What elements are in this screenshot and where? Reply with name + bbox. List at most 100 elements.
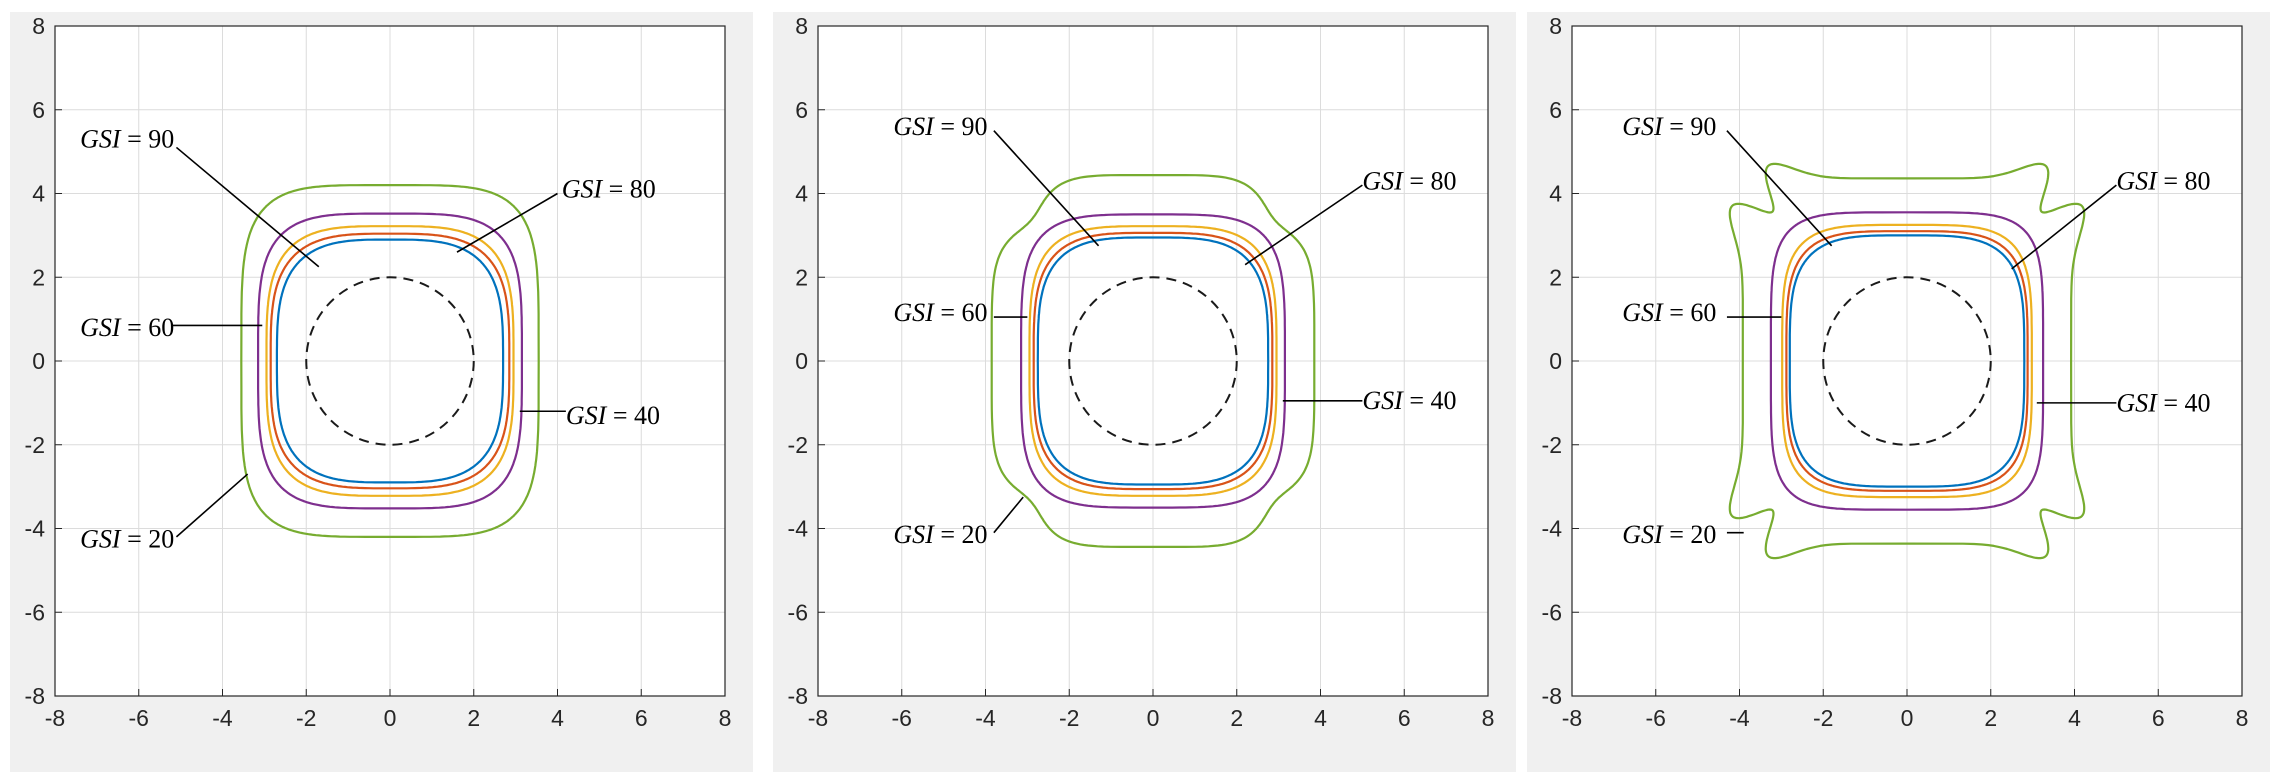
x-tick-label: -8 <box>1562 705 1582 731</box>
x-tick-label: 0 <box>1901 705 1914 731</box>
x-tick-label: 4 <box>2068 705 2081 731</box>
y-tick-label: 8 <box>795 13 808 39</box>
annotation-label-80: GSI = 80 <box>2116 166 2210 195</box>
annotation-leader-20 <box>175 473 249 538</box>
chart-panel-3: -8 -6 -4 -2 0 2 4 6 8 -8 -6 -4 -2 0 2 4 6 8 GSI = 90 GSI = … <box>1527 12 2270 772</box>
x-tick-label: 8 <box>2236 705 2249 731</box>
y-tick-label: -8 <box>25 683 45 709</box>
annotation-label-80: GSI = 80 <box>1362 166 1456 195</box>
y-tick-label: -6 <box>788 599 808 625</box>
annotation-label-40: GSI = 40 <box>1362 386 1456 415</box>
x-tick-label: -6 <box>129 705 149 731</box>
x-tick-label: 6 <box>1398 705 1411 731</box>
x-tick-label: 8 <box>719 705 732 731</box>
annotation-leader-80 <box>1244 184 1363 266</box>
y-tick-label: -2 <box>1542 432 1562 458</box>
x-tick-label: -4 <box>212 705 233 731</box>
annotation-leader-90 <box>993 130 1100 247</box>
annotation-label-80: GSI = 80 <box>562 175 656 204</box>
y-tick-label: -4 <box>1542 516 1563 542</box>
y-tick-label: 4 <box>1549 181 1562 207</box>
x-tick-label: 0 <box>384 705 397 731</box>
series-line-gsi-60 <box>1028 225 1278 497</box>
y-tick-label: -4 <box>25 516 46 542</box>
annotation-label-90: GSI = 90 <box>80 124 174 153</box>
x-tick-label: 6 <box>2152 705 2165 731</box>
annotation-leader-90 <box>175 146 320 268</box>
y-tick-label: 6 <box>1549 97 1562 123</box>
series-line-gsi-80 <box>1785 230 2029 492</box>
series-line-gsi-60 <box>265 225 515 497</box>
y-tick-label: -2 <box>25 432 45 458</box>
chart-panel-1: -8 -6 -4 -2 0 2 4 6 8 -8 -6 -4 -2 0 2 4 6 8 GSI = 90 GSI = … <box>10 12 753 772</box>
x-tick-label: -8 <box>808 705 828 731</box>
x-tick-label: -6 <box>1646 705 1666 731</box>
y-tick-label: 8 <box>1549 13 1562 39</box>
y-tick-label: 0 <box>1549 348 1562 374</box>
annotation-label-90: GSI = 90 <box>893 112 987 141</box>
y-tick-label: 0 <box>795 348 808 374</box>
x-tick-label: 4 <box>1314 705 1327 731</box>
annotation-label-60: GSI = 60 <box>80 313 174 342</box>
excavation-circle <box>305 276 475 446</box>
series-line-gsi-90 <box>275 238 505 484</box>
series-line-gsi-40 <box>257 212 523 510</box>
annotation-label-20: GSI = 20 <box>893 520 987 549</box>
excavation-circle <box>1822 276 1992 446</box>
series-line-gsi-20 <box>240 184 540 539</box>
series-line-gsi-60 <box>1781 223 2033 499</box>
annotation-label-60: GSI = 60 <box>1622 298 1716 327</box>
chart-panel-2: -8 -6 -4 -2 0 2 4 6 8 -8 -6 -4 -2 0 2 4 6 8 GSI = 90 GSI = … <box>773 12 1516 772</box>
chart-svg-2: -8 -6 -4 -2 0 2 4 6 8 -8 -6 -4 -2 0 2 4 6 8 GSI = 90 GSI = … <box>788 13 1495 731</box>
x-tick-label: 2 <box>1984 705 1997 731</box>
x-tick-label: 4 <box>551 705 564 731</box>
annotation-label-60: GSI = 60 <box>893 298 987 327</box>
x-tick-label: -6 <box>892 705 912 731</box>
x-tick-label: 6 <box>635 705 648 731</box>
chart-svg-3: -8 -6 -4 -2 0 2 4 6 8 -8 -6 -4 -2 0 2 4 6 8 GSI = 90 GSI = … <box>1542 13 2249 731</box>
annotation-label-20: GSI = 20 <box>1622 520 1716 549</box>
x-tick-label: -2 <box>296 705 316 731</box>
x-tick-label: -2 <box>1059 705 1079 731</box>
y-tick-label: 2 <box>795 264 808 290</box>
x-tick-label: -4 <box>1729 705 1750 731</box>
series-line-gsi-40 <box>1020 213 1286 509</box>
y-tick-label: 4 <box>795 181 808 207</box>
y-tick-label: 2 <box>1549 264 1562 290</box>
annotation-leader-20 <box>993 496 1024 534</box>
y-tick-label: 8 <box>32 13 45 39</box>
y-tick-label: -4 <box>788 516 809 542</box>
series-line-gsi-90 <box>1036 236 1270 486</box>
x-tick-label: 2 <box>1230 705 1243 731</box>
annotation-label-20: GSI = 20 <box>80 524 174 553</box>
annotation-leader-90 <box>1726 130 1833 247</box>
series-line-gsi-20 <box>1728 162 2086 560</box>
annotation-label-90: GSI = 90 <box>1622 112 1716 141</box>
y-tick-label: -2 <box>788 432 808 458</box>
x-tick-label: 2 <box>467 705 480 731</box>
y-tick-label: 2 <box>32 264 45 290</box>
annotation-label-40: GSI = 40 <box>2116 388 2210 417</box>
chart-svg-1: -8 -6 -4 -2 0 2 4 6 8 -8 -6 -4 -2 0 2 4 6 8 GSI = 90 GSI = … <box>25 13 732 731</box>
x-tick-label: -2 <box>1813 705 1833 731</box>
x-tick-label: -4 <box>975 705 996 731</box>
y-tick-label: 0 <box>32 348 45 374</box>
series-line-gsi-20 <box>990 174 1316 549</box>
y-tick-label: -8 <box>1542 683 1562 709</box>
x-tick-label: 0 <box>1147 705 1160 731</box>
y-tick-label: -6 <box>1542 599 1562 625</box>
annotation-leader-80 <box>456 192 558 253</box>
annotation-leader-80 <box>2011 184 2117 270</box>
series-line-gsi-90 <box>1788 234 2026 488</box>
y-tick-label: -6 <box>25 599 45 625</box>
series-line-gsi-80 <box>1032 231 1274 491</box>
excavation-circle <box>1068 276 1238 446</box>
y-tick-label: 6 <box>795 97 808 123</box>
y-tick-label: 4 <box>32 181 45 207</box>
x-tick-label: 8 <box>1482 705 1495 731</box>
x-tick-label: -8 <box>45 705 65 731</box>
annotation-label-40: GSI = 40 <box>566 401 660 430</box>
y-tick-label: -8 <box>788 683 808 709</box>
y-tick-label: 6 <box>32 97 45 123</box>
